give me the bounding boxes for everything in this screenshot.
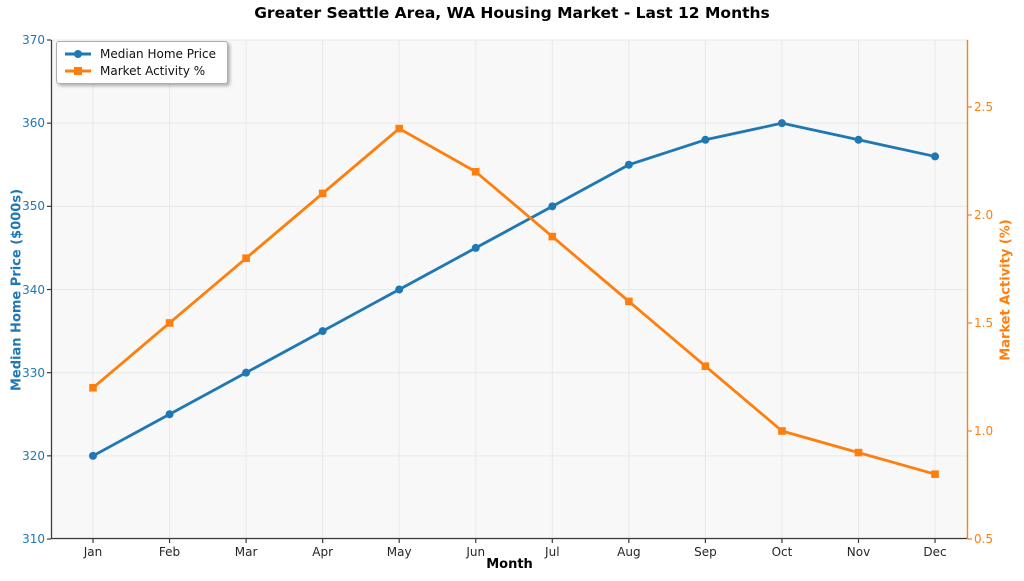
x-axis-tick-label: May: [386, 545, 412, 559]
y-axis-tick-label: 360: [22, 116, 45, 131]
y2-axis-tick-label: 2.0: [974, 207, 994, 222]
y-axis-tick-label: 370: [22, 33, 45, 47]
circle-marker: [548, 202, 557, 211]
x-axis-tick-label: Nov: [846, 545, 871, 559]
circle-marker: [624, 160, 633, 169]
circle-marker: [931, 152, 940, 161]
circle-marker: [318, 327, 327, 336]
y2-axis-tick-label: 0.5: [974, 532, 994, 546]
y2-axis-tick-label: 1.5: [974, 315, 994, 330]
x-axis-tick-label: Sep: [694, 545, 717, 559]
circle-marker: [395, 285, 404, 294]
y2-axis-tick-label: 1.0: [974, 423, 994, 438]
x-axis-tick-label: Aug: [617, 545, 641, 559]
y-axis-tick-label: 350: [22, 199, 45, 214]
y-axis-tick-label: 340: [22, 282, 45, 297]
square-marker: [395, 124, 403, 133]
x-axis-label: Month: [486, 557, 533, 572]
series-line-market-activity-: [92, 127, 936, 476]
circle-marker: [242, 368, 251, 377]
chart-title: Greater Seattle Area, WA Housing Market …: [254, 4, 770, 22]
circle-marker: [701, 135, 710, 144]
square-marker: [931, 470, 939, 478]
y-axis-tick-label: 310: [22, 532, 45, 546]
x-axis-tick-label: Mar: [234, 545, 258, 559]
legend-entry-market-activity: Market Activity %: [64, 64, 216, 78]
y-axis-tick-label: 320: [22, 448, 45, 463]
square-marker: [318, 189, 327, 198]
plot-area: [47, 39, 972, 543]
square-marker: [701, 362, 710, 370]
square-marker: [471, 167, 480, 176]
legend-line-circle-icon: [65, 50, 91, 58]
series-line-median-home-price: [92, 121, 936, 458]
plot-canvas: [47, 39, 972, 543]
square-marker: [625, 297, 633, 306]
y2-axis-tick-label: 2.5: [974, 99, 994, 114]
square-marker: [242, 254, 250, 262]
x-axis-tick-label: Jun: [466, 545, 486, 559]
x-axis-tick-label: Dec: [923, 545, 947, 559]
circle-marker: [165, 410, 174, 419]
x-axis-tick-label: Feb: [158, 545, 181, 559]
square-marker: [89, 383, 97, 392]
circle-marker: [89, 451, 97, 460]
x-axis-tick-label: Jan: [83, 545, 103, 559]
circle-marker: [777, 119, 786, 128]
y-axis-tick-label: 330: [22, 365, 45, 380]
square-marker: [548, 232, 557, 241]
legend-label: Market Activity %: [100, 64, 206, 78]
circle-marker: [471, 243, 480, 252]
legend: Median Home Price Market Activity %: [56, 41, 228, 84]
circle-marker: [854, 135, 863, 144]
legend-line-square-icon: [65, 67, 91, 75]
legend-label: Median Home Price: [100, 47, 216, 61]
legend-entry-median-home-price: Median Home Price: [64, 47, 216, 61]
right-y-axis-label: Market Activity (%): [998, 219, 1014, 361]
x-axis-tick-label: Oct: [771, 545, 793, 559]
x-axis-tick-label: Jul: [545, 545, 560, 559]
square-marker: [854, 448, 863, 457]
square-marker: [778, 427, 786, 435]
square-marker: [165, 319, 174, 327]
x-axis-tick-label: Apr: [312, 545, 334, 559]
